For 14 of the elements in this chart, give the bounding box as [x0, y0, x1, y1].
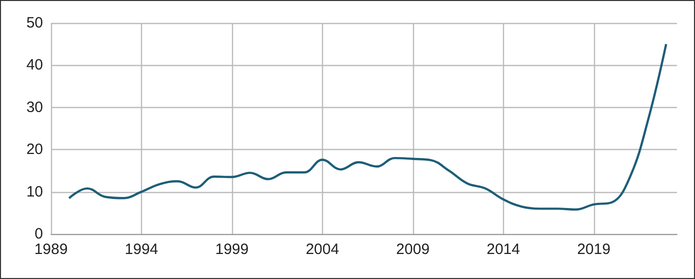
- y-tick-label: 20: [26, 141, 43, 158]
- y-tick-label: 30: [26, 98, 43, 116]
- y-tick-label: 10: [26, 183, 43, 200]
- y-tick-label: 0: [34, 226, 43, 242]
- x-tick-label: 1999: [215, 241, 249, 258]
- x-tick-label: 2019: [577, 241, 610, 258]
- y-tick-label: 40: [26, 56, 43, 74]
- line-series: [68, 43, 668, 211]
- x-tick-label: 2014: [486, 241, 520, 258]
- x-tick-label: 1989: [34, 241, 68, 258]
- y-tick-label: 50: [26, 14, 43, 32]
- x-tick-label: 1994: [124, 241, 158, 258]
- x-tick-label: 2004: [306, 241, 340, 258]
- x-tick-label: 2009: [396, 241, 430, 258]
